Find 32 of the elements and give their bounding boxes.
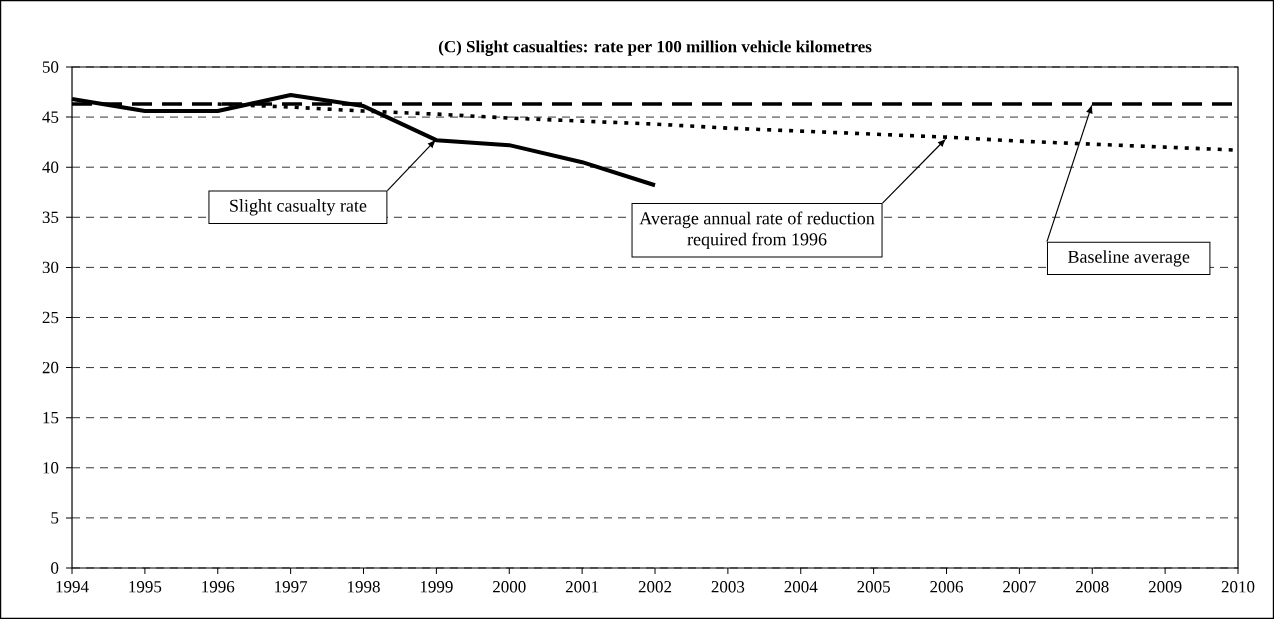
x-tick-label: 2003: [711, 581, 745, 593]
chart-title: (C) Slight casualties: rate per 100 million vehicle kilometres: [438, 40, 872, 56]
x-tick-label: 1994: [56, 581, 89, 593]
x-tick-label: 2010: [1221, 581, 1255, 593]
x-tick-label: 2001: [565, 581, 599, 593]
y-tick-label: 50: [42, 61, 59, 73]
y-tick-label: 15: [43, 411, 59, 424]
x-tick-label: 1999: [420, 581, 453, 593]
y-tick-label: 10: [43, 462, 59, 474]
y-tick-label: 20: [42, 361, 59, 374]
annotation: Baseline average: [1068, 250, 1190, 267]
x-tick-label: 2002: [638, 581, 672, 593]
y-tick-label: 45: [42, 111, 59, 123]
x-tick-label: 2006: [930, 581, 963, 593]
y-tick-label: 5: [51, 512, 59, 524]
y-tick-label: 0: [51, 562, 59, 574]
x-tick-label: 1995: [129, 581, 162, 593]
x-tick-label: 2005: [857, 581, 890, 593]
x-tick-label: 2007: [1003, 581, 1036, 593]
x-tick-label: 2008: [1076, 581, 1109, 593]
x-tick-label: 2004: [784, 581, 818, 593]
y-tick-label: 30: [42, 261, 59, 274]
annotation: Slight casualty rate: [230, 199, 367, 216]
y-tick-label: 25: [42, 311, 59, 324]
y-tick-label: 40: [42, 161, 59, 173]
x-tick-label: 1997: [275, 581, 308, 593]
annotation: Average annual rate of reduction required from 1996: [639, 211, 875, 250]
y-tick-label: 35: [42, 211, 59, 223]
x-tick-label: 1998: [348, 581, 380, 593]
x-tick-label: 2000: [493, 581, 526, 593]
x-tick-label: 2009: [1148, 581, 1182, 593]
x-tick-label: 1996: [202, 581, 235, 593]
